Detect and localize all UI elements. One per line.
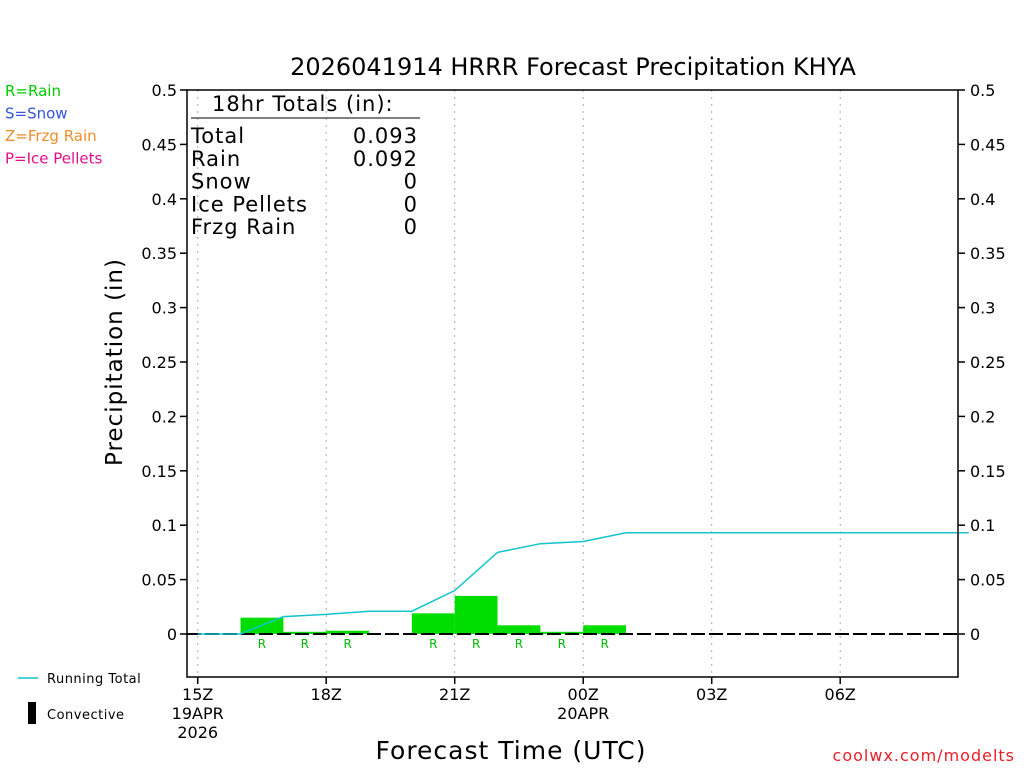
x-tick-label-4-0: 03Z: [696, 685, 727, 704]
totals-label-2: Snow: [191, 170, 252, 194]
totals-label-4: Frzg Rain: [191, 215, 296, 239]
vertical-grid-lines: [197, 90, 841, 677]
totals-label-3: Ice Pellets: [191, 192, 308, 216]
x-tick-label-2-0: 21Z: [439, 685, 470, 704]
totals-label-1: Rain: [191, 147, 241, 171]
y-tick-label-right-5: 0.25: [970, 353, 1006, 372]
type-legend-3: P=Ice Pellets: [5, 150, 102, 168]
x-tick-label-0-2: 2026: [177, 723, 218, 742]
y-tick-label-left-5: 0.25: [141, 353, 177, 372]
series-legend-1: Convective: [47, 708, 125, 723]
x-tick-label-3-0: 00Z: [568, 685, 599, 704]
y-tick-label-left-8: 0.4: [152, 190, 177, 209]
type-label-4: R: [343, 637, 351, 651]
y-tick-label-right-3: 0.15: [970, 462, 1006, 481]
legend-bar-icon: [28, 702, 36, 724]
y-axis-label: Precipitation (in): [102, 258, 128, 466]
x-tick-label-0-1: 19APR: [172, 704, 224, 723]
y-tick-label-left-7: 0.35: [141, 244, 177, 263]
y-tick-label-right-7: 0.35: [970, 244, 1006, 263]
y-tick-label-left-1: 0.05: [141, 571, 177, 590]
totals-header: 18hr Totals (in):: [212, 92, 394, 116]
credit-text: coolwx.com/modelts: [833, 746, 1015, 765]
totals-value-2: 0: [404, 170, 418, 194]
precip-type-legend: R=Rain S=Snow Z=Frzg Rain P=Ice Pellets: [5, 82, 102, 168]
series-legend: Running Total Convective: [18, 672, 141, 724]
x-tick-label-5-0: 06Z: [825, 685, 856, 704]
precip-bar-7: [454, 595, 498, 634]
totals-value-1: 0.092: [353, 147, 418, 171]
x-axis-label: Forecast Time (UTC): [376, 736, 647, 765]
running-total-series: [197, 532, 969, 635]
precip-bar-6: [411, 613, 455, 634]
y-tick-label-right-2: 0.1: [970, 516, 995, 535]
x-tick-label-0-0: 15Z: [182, 685, 213, 704]
y-tick-label-right-9: 0.45: [970, 135, 1006, 154]
type-legend-2: Z=Frzg Rain: [5, 127, 97, 145]
precip-bar-3: [283, 631, 327, 634]
y-tick-label-left-2: 0.1: [152, 516, 177, 535]
totals-value-0: 0.093: [353, 124, 418, 148]
running-total-line: [197, 532, 969, 635]
type-label-10: R: [600, 637, 608, 651]
y-tick-label-right-10: 0.5: [970, 81, 995, 100]
type-label-6: R: [429, 637, 437, 651]
y-tick-label-right-4: 0.2: [970, 407, 995, 426]
y-axis-left: 0 0.05 0.1 0.15 0.2 0.25 0.3 0.35 0.4 0.45 0.5: [141, 81, 187, 644]
y-tick-label-right-6: 0.3: [970, 299, 995, 318]
type-label-2: R: [258, 637, 266, 651]
precip-bar-8: [497, 625, 541, 634]
y-tick-label-right-1: 0.05: [970, 571, 1006, 590]
y-tick-label-right-0: 0: [970, 625, 980, 644]
type-legend-1: S=Snow: [5, 105, 68, 123]
type-label-3: R: [301, 637, 309, 651]
precip-bar-9: [540, 631, 584, 634]
y-tick-label-left-4: 0.2: [152, 407, 177, 426]
y-tick-label-left-10: 0.5: [152, 81, 177, 100]
totals-box: 18hr Totals (in): Total 0.093 Rain 0.092 Sno…: [190, 92, 420, 239]
x-tick-label-3-1: 20APR: [557, 704, 609, 723]
totals-value-4: 0: [404, 215, 418, 239]
y-tick-label-left-3: 0.15: [141, 462, 177, 481]
precip-bar-10: [583, 625, 627, 634]
type-label-8: R: [515, 637, 523, 651]
type-label-7: R: [472, 637, 480, 651]
plot-frame: [186, 89, 959, 678]
type-legend-0: R=Rain: [5, 82, 61, 100]
y-tick-label-left-9: 0.45: [141, 135, 177, 154]
y-tick-label-left-6: 0.3: [152, 299, 177, 318]
series-legend-0: Running Total: [47, 672, 141, 687]
y-axis-right: 0 0.05 0.1 0.15 0.2 0.25 0.3 0.35 0.4 0.45 0.5: [958, 81, 1006, 644]
x-tick-label-1-0: 18Z: [311, 685, 342, 704]
chart-title: 2026041914 HRRR Forecast Precipitation K…: [290, 53, 856, 81]
totals-value-3: 0: [404, 192, 418, 216]
y-tick-label-left-0: 0: [167, 625, 177, 644]
precip-bar-4: [326, 630, 370, 634]
type-label-9: R: [558, 637, 566, 651]
totals-label-0: Total: [190, 124, 245, 148]
y-tick-label-right-8: 0.4: [970, 190, 995, 209]
